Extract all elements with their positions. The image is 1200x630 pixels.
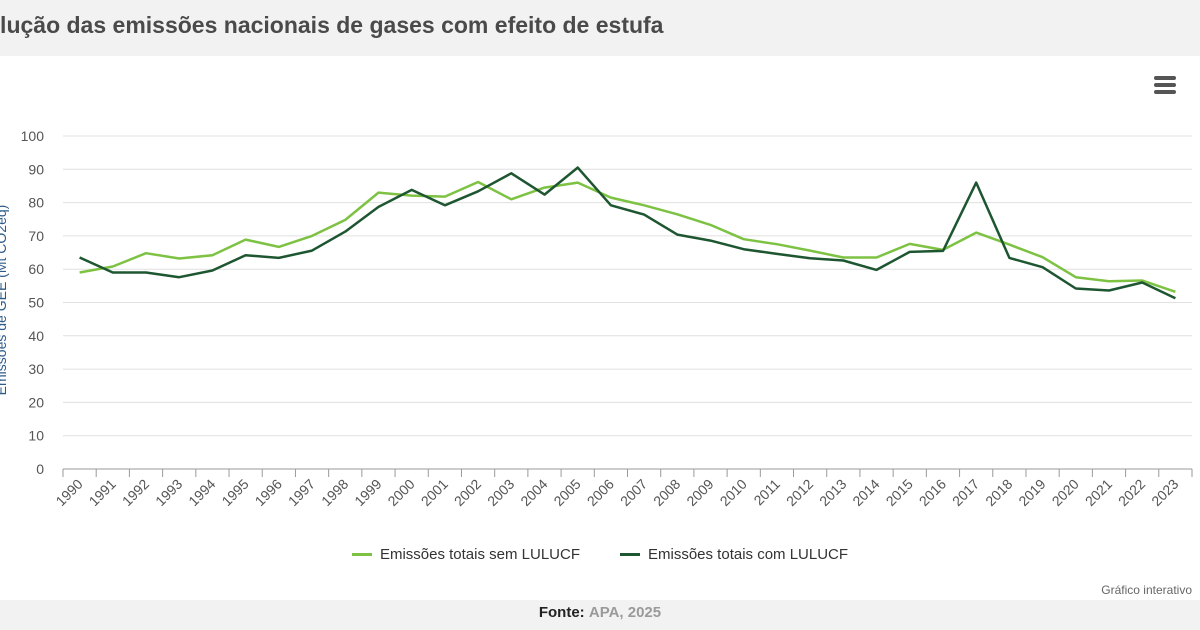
- x-tick-label: 2007: [617, 476, 650, 509]
- chart-card: [0, 56, 1200, 600]
- x-tick-label: 2010: [716, 476, 749, 509]
- legend-item-com-lulucf[interactable]: Emissões totais com LULUCF: [620, 546, 848, 563]
- x-tick-label: 2004: [517, 476, 550, 509]
- x-tick-label: 1991: [86, 476, 119, 509]
- legend-item-sem-lulucf[interactable]: Emissões totais sem LULUCF: [351, 546, 580, 563]
- x-tick-label: 2000: [384, 476, 417, 509]
- y-tick-label: 40: [28, 328, 44, 344]
- x-tick-label: 1996: [252, 476, 285, 509]
- chart-menu-button[interactable]: [1150, 70, 1180, 100]
- y-tick-label: 60: [28, 261, 44, 277]
- x-tick-label: 2014: [849, 476, 882, 509]
- y-tick-label: 20: [28, 394, 44, 410]
- legend-swatch-dark-icon: [620, 553, 640, 556]
- series-line-0[interactable]: [79, 180, 1176, 293]
- x-tick-label: 1998: [318, 476, 351, 509]
- x-tick-label: 2023: [1148, 476, 1181, 509]
- source-line: Fonte: APA, 2025: [0, 604, 1200, 621]
- x-tick-label: 2013: [816, 476, 849, 509]
- x-tick-label: 2012: [783, 476, 816, 509]
- x-tick-label: 2018: [982, 476, 1015, 509]
- hamburger-menu-icon: [1154, 76, 1176, 80]
- x-tick-label: 1990: [52, 476, 85, 509]
- y-axis-label: Emissões de GEE (Mt CO2eq): [0, 205, 9, 396]
- y-tick-label: 10: [28, 428, 44, 444]
- x-tick-label: 2008: [650, 476, 683, 509]
- x-tick-label: 2011: [750, 476, 783, 509]
- x-tick-label: 2006: [584, 476, 617, 509]
- x-tick-label: 2001: [418, 476, 451, 509]
- legend-swatch-light-icon: [351, 553, 372, 556]
- x-tick-label: 2019: [1015, 476, 1048, 509]
- chart-legend: Emissões totais sem LULUCF Emissões tota…: [0, 546, 1200, 563]
- y-tick-label: 100: [21, 128, 45, 144]
- legend-label: Emissões totais com LULUCF: [648, 546, 849, 563]
- source-value: APA, 2025: [588, 604, 662, 621]
- x-tick-label: 2009: [683, 476, 716, 509]
- page-title: olução das emissões nacionais de gases c…: [0, 12, 664, 38]
- source-label: Fonte:: [538, 604, 585, 621]
- x-tick-label: 1997: [285, 476, 318, 509]
- x-tick-label: 2020: [1049, 476, 1082, 509]
- x-tick-label: 1993: [152, 476, 185, 509]
- interactive-chart-label: Gráfico interativo: [1101, 583, 1192, 597]
- x-tick-label: 2005: [550, 476, 583, 509]
- x-tick-label: 1999: [351, 476, 384, 509]
- y-tick-label: 90: [28, 161, 44, 177]
- x-tick-label: 2003: [484, 476, 517, 509]
- x-tick-label: 2015: [883, 476, 916, 509]
- y-tick-label: 80: [28, 195, 44, 211]
- x-tick-label: 1994: [185, 476, 218, 509]
- x-tick-label: 2022: [1115, 476, 1148, 509]
- x-tick-label: 2017: [949, 476, 982, 509]
- series-line-1[interactable]: [79, 166, 1176, 300]
- y-tick-label: 50: [28, 295, 44, 311]
- legend-label: Emissões totais sem LULUCF: [379, 546, 580, 563]
- x-tick-label: 2002: [451, 476, 484, 509]
- y-tick-label: 30: [28, 361, 44, 377]
- x-tick-label: 2021: [1082, 476, 1115, 509]
- x-tick-label: 1995: [218, 476, 251, 509]
- x-tick-label: 1992: [119, 476, 152, 509]
- y-tick-label: 70: [28, 228, 44, 244]
- y-tick-label: 0: [36, 461, 44, 477]
- x-tick-label: 2016: [916, 476, 949, 509]
